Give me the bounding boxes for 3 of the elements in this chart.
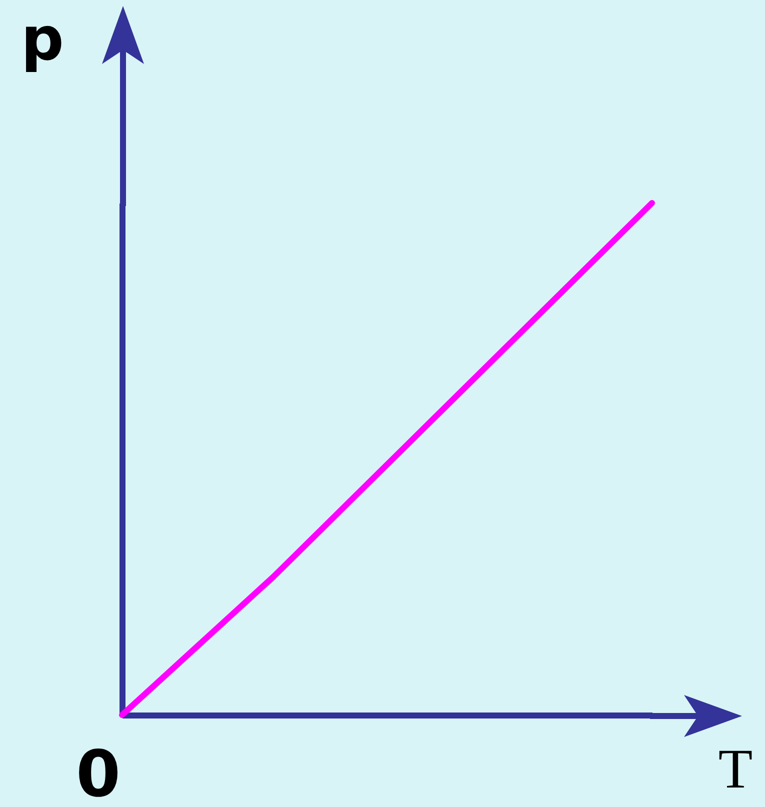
- text: 0: [76, 738, 121, 807]
- y-axis-title: p: [21, 4, 64, 74]
- x-axis-title: T: [718, 738, 753, 800]
